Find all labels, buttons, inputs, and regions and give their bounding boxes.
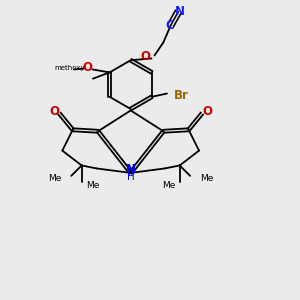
Text: O: O <box>140 50 150 64</box>
Text: methoxy: methoxy <box>54 65 85 71</box>
Text: O: O <box>49 105 59 118</box>
Text: Me: Me <box>200 174 213 183</box>
Text: Me: Me <box>162 181 175 190</box>
Text: Br: Br <box>174 88 189 101</box>
Text: Me: Me <box>86 181 100 190</box>
Text: O: O <box>202 105 212 118</box>
Text: Me: Me <box>48 174 62 183</box>
Text: C: C <box>166 19 174 32</box>
Text: O: O <box>82 61 92 74</box>
Text: H: H <box>127 172 135 182</box>
Text: N: N <box>126 163 136 176</box>
Text: N: N <box>175 5 185 18</box>
